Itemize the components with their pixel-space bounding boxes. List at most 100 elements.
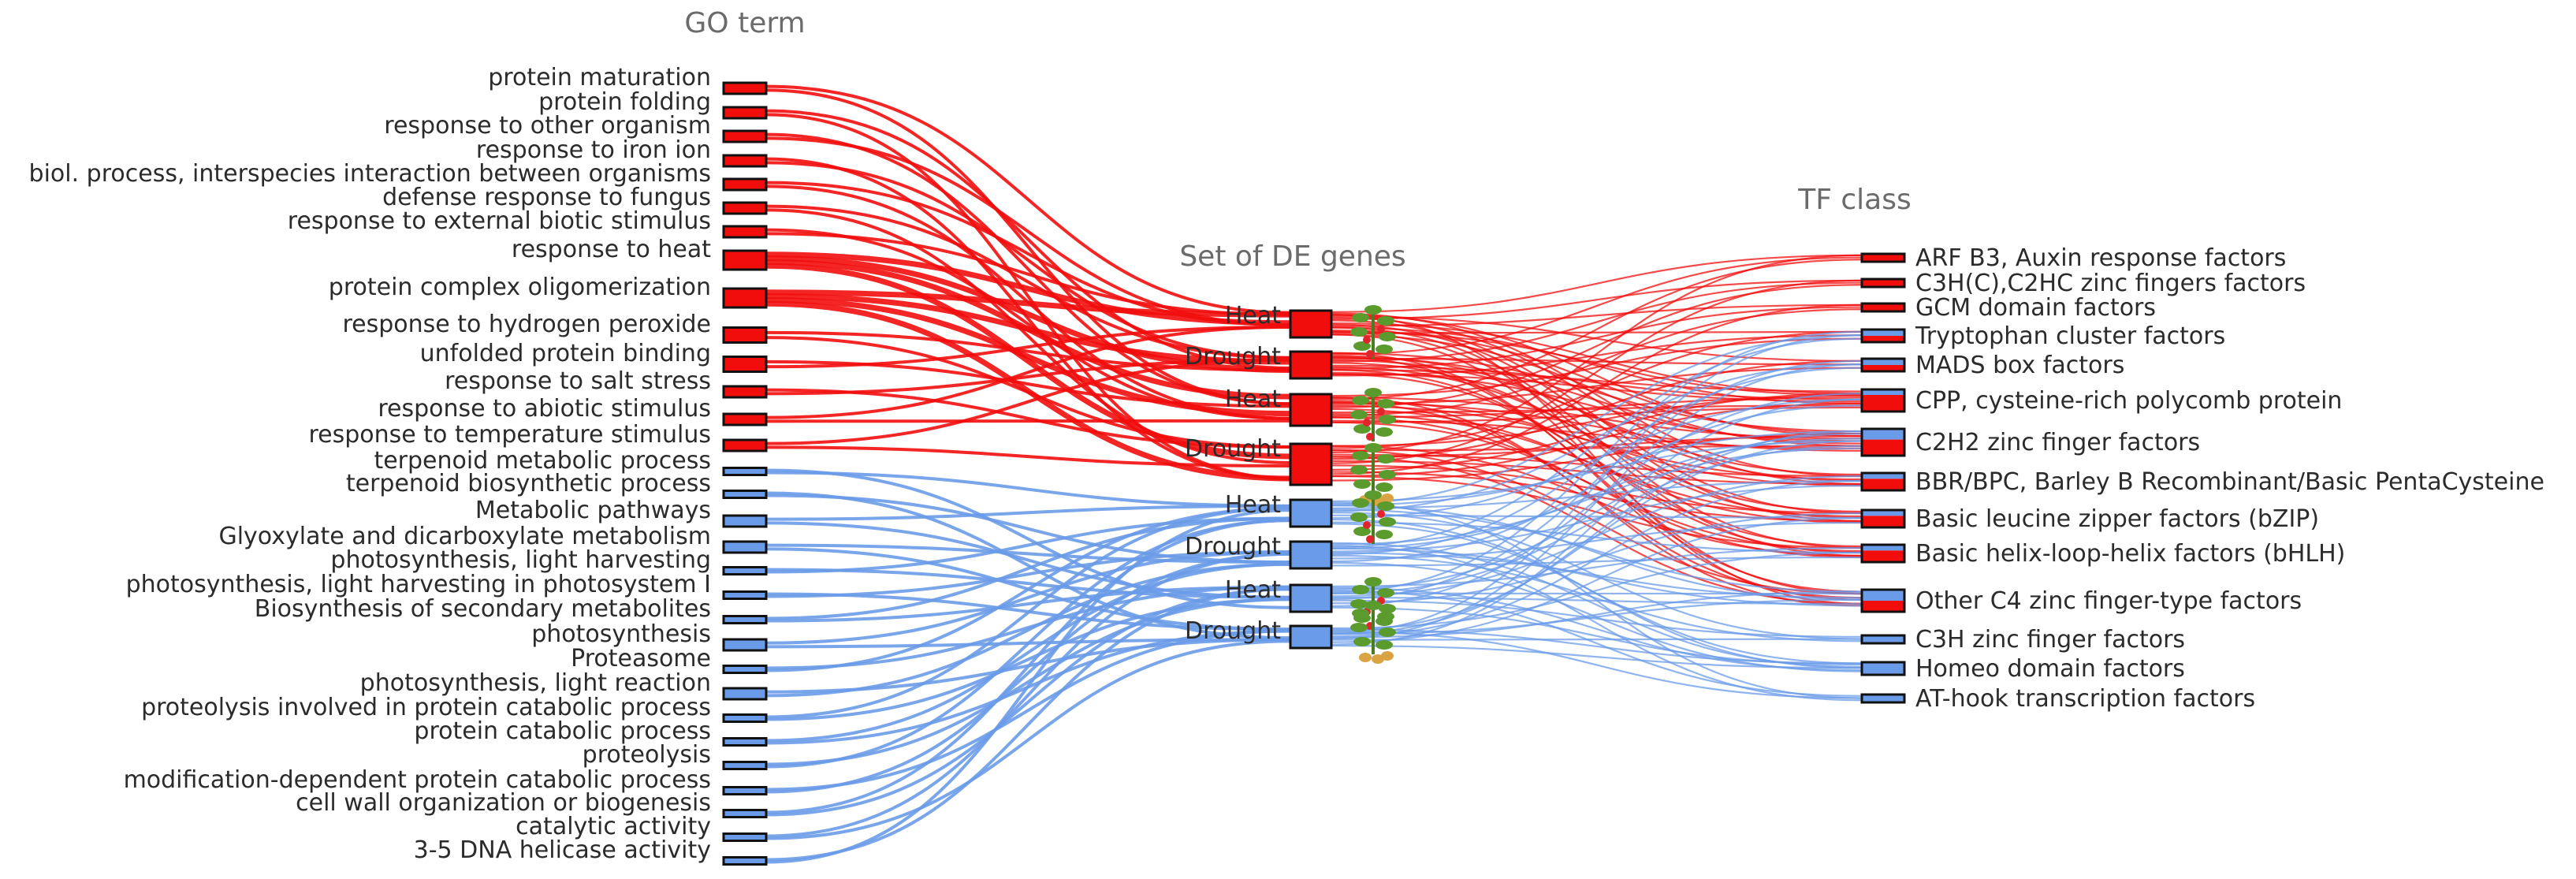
go-label-response-to-hydrogen-peroxide: response to hydrogen peroxide: [342, 311, 711, 338]
go-node-proteolysis-involved-in-protein-catabolic-process: [722, 713, 768, 723]
go-to-gene-set-link: [765, 552, 1291, 794]
gene-set-to-tf-link: [1331, 394, 1863, 447]
tf-label-gcm-domain-factors: GCM domain factors: [1915, 294, 2156, 322]
tf-node-up-part: [1862, 395, 1904, 412]
go-node-biol-process-interspecies-interaction-between-organisms: [722, 177, 768, 192]
tf-node-up-part: [1862, 336, 1904, 342]
go-node-photosynthesis-light-reaction: [722, 687, 768, 701]
go-to-gene-set-link: [765, 587, 1291, 817]
tf-label-c2h2-zinc-finger-factors: C2H2 zinc finger factors: [1915, 429, 2200, 456]
gene-set-to-tf-link: [1331, 551, 1863, 630]
gene-set-label-4: Heat: [1225, 491, 1281, 519]
gene-set-to-tf-link: [1331, 337, 1863, 397]
gene-set-label-0: Heat: [1225, 302, 1281, 330]
go-label-proteolysis: proteolysis: [583, 741, 711, 769]
go-to-gene-set-link: [765, 296, 1291, 417]
tf-label-bbr-bpc-barley-b-recombinant-basic-pentacysteine: BBR/BPC, Barley B Recombinant/Basic Pent…: [1915, 468, 2544, 496]
tf-node-up-part: [1862, 479, 1904, 490]
go-node-proteasome: [722, 665, 768, 674]
tf-label-c3h-zinc-finger-factors: C3H zinc finger factors: [1915, 626, 2185, 654]
go-node-modification-dependent-protein-catabolic-process: [722, 786, 768, 795]
go-term-column-title: GO term: [684, 7, 805, 39]
go-node-3-5-dna-helicase-activity: [722, 856, 768, 866]
tf-node-other-c4-zinc-finger-type-factors: [1860, 588, 1906, 613]
go-node-cell-wall-organization-or-biogenesis: [722, 809, 768, 818]
gene-set-to-tf-link: [1331, 628, 1863, 665]
go-label-response-to-heat: response to heat: [512, 236, 711, 263]
go-to-gene-set-link: [765, 550, 1291, 645]
gene-set-node-2-heat: [1289, 393, 1333, 427]
go-label-response-to-iron-ion: response to iron ion: [476, 136, 711, 164]
tf-node-gcm-domain-factors: [1860, 302, 1906, 313]
go-to-gene-set-link: [765, 161, 1291, 359]
gene-set-to-tf-link: [1331, 314, 1863, 438]
go-node-terpenoid-metabolic-process: [722, 467, 768, 476]
gene-set-to-tf-link: [1331, 631, 1863, 699]
gene-set-to-tf-link: [1331, 304, 1863, 327]
gene-set-to-tf-link: [1331, 352, 1863, 433]
gene-set-to-tf-link: [1331, 363, 1863, 512]
gene-set-to-tf-link: [1331, 438, 1863, 550]
potato-plant-icon: [1350, 443, 1396, 506]
go-to-gene-set-link: [765, 358, 1291, 445]
go-to-gene-set-link: [765, 491, 1291, 640]
go-node-glyoxylate-and-dicarboxylate-metabolism: [722, 540, 768, 554]
gene-set-to-tf-link: [1331, 312, 1863, 478]
tf-node-down-part: [1862, 510, 1904, 516]
tf-label-basic-helix-loop-helix-factors-bhlh: Basic helix-loop-helix factors (bHLH): [1915, 540, 2345, 568]
go-label-biol-process-interspecies-interaction-between-organisms: biol. process, interspecies interaction …: [29, 160, 711, 188]
gene-set-to-tf-link: [1331, 359, 1863, 460]
tf-node-bbr-bpc-barley-b-recombinant-basic-pentacysteine: [1860, 471, 1906, 492]
go-node-response-to-hydrogen-peroxide: [722, 326, 768, 344]
go-to-gene-set-link: [765, 562, 1291, 698]
gene-set-to-tf-link: [1331, 587, 1863, 672]
gene-set-label-5: Drought: [1185, 533, 1281, 561]
gene-set-to-tf-link: [1331, 433, 1863, 482]
go-to-gene-set-link: [765, 330, 1291, 372]
gene-set-to-tf-link: [1331, 279, 1863, 320]
go-to-gene-set-link: [765, 506, 1291, 719]
gene-set-to-tf-link: [1331, 440, 1863, 631]
go-to-gene-set-link: [765, 84, 1291, 315]
gene-set-to-tf-link: [1331, 259, 1863, 400]
gene-set-label-1: Drought: [1185, 343, 1281, 371]
gene-set-to-tf-link: [1331, 402, 1863, 478]
tf-node-down-part: [1862, 359, 1904, 365]
go-to-gene-set-link: [765, 293, 1291, 365]
go-to-gene-set-link: [765, 251, 1291, 326]
nodes: [722, 81, 1906, 866]
gene-set-to-tf-link: [1331, 330, 1863, 449]
go-label-response-to-temperature-stimulus: response to temperature stimulus: [309, 421, 712, 449]
gene-set-to-tf-link: [1331, 330, 1863, 594]
go-node-metabolic-pathways: [722, 514, 768, 528]
go-to-gene-set-link: [765, 585, 1291, 623]
tf-label-homeo-domain-factors: Homeo domain factors: [1915, 655, 2185, 683]
tomato-plant-icon: [1350, 305, 1396, 359]
go-label-unfolded-protein-binding: unfolded protein binding: [420, 340, 711, 367]
go-to-gene-set-link: [765, 504, 1291, 521]
go-node-protein-maturation: [722, 81, 768, 95]
go-node-defense-response-to-fungus: [722, 201, 768, 215]
gene-set-to-tf-link: [1331, 556, 1863, 567]
gene-set-to-tf-link: [1331, 367, 1863, 405]
gene-set-label-7: Drought: [1185, 617, 1281, 645]
gene-set-to-tf-link: [1331, 644, 1863, 669]
gene-set-to-tf-link: [1331, 398, 1863, 646]
tf-label-tryptophan-cluster-factors: Tryptophan cluster factors: [1915, 322, 2225, 350]
go-node-response-to-abiotic-stimulus: [722, 412, 768, 426]
tf-node-up-part: [1862, 550, 1904, 562]
go-label-metabolic-pathways: Metabolic pathways: [475, 497, 711, 524]
gene-set-to-tf-link: [1331, 597, 1863, 605]
go-to-gene-set-link: [765, 336, 1291, 449]
go-node-photosynthesis-light-harvesting-in-photosystem-i: [722, 590, 768, 600]
go-to-gene-set-link: [765, 519, 1291, 814]
gene-set-node-3-drought: [1289, 442, 1333, 486]
tomato-plant-icon: [1350, 388, 1396, 441]
gene-set-node-7-drought: [1289, 624, 1333, 650]
gene-set-to-tf-link: [1331, 306, 1863, 370]
gene-set-to-tf-link: [1331, 256, 1863, 356]
go-node-response-to-iron-ion: [722, 154, 768, 168]
tf-node-basic-leucine-zipper-factors-bzip: [1860, 508, 1906, 529]
go-to-gene-set-link: [765, 204, 1291, 359]
